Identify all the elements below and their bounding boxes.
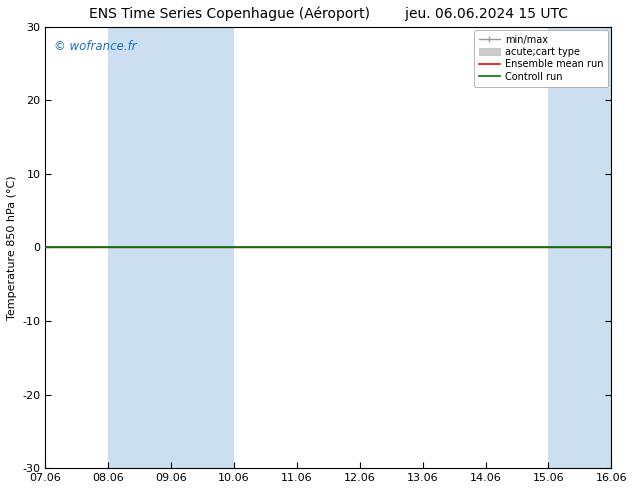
Bar: [108, 27, 171, 468]
Title: ENS Time Series Copenhague (Aéroport)        jeu. 06.06.2024 15 UTC: ENS Time Series Copenhague (Aéroport) je…: [89, 7, 568, 22]
Bar: [171, 27, 234, 468]
Y-axis label: Temperature 850 hPa (°C): Temperature 850 hPa (°C): [7, 175, 17, 320]
Bar: [548, 27, 611, 468]
Legend: min/max, acute;cart type, Ensemble mean run, Controll run: min/max, acute;cart type, Ensemble mean …: [474, 30, 609, 87]
Text: © wofrance.fr: © wofrance.fr: [54, 40, 136, 53]
